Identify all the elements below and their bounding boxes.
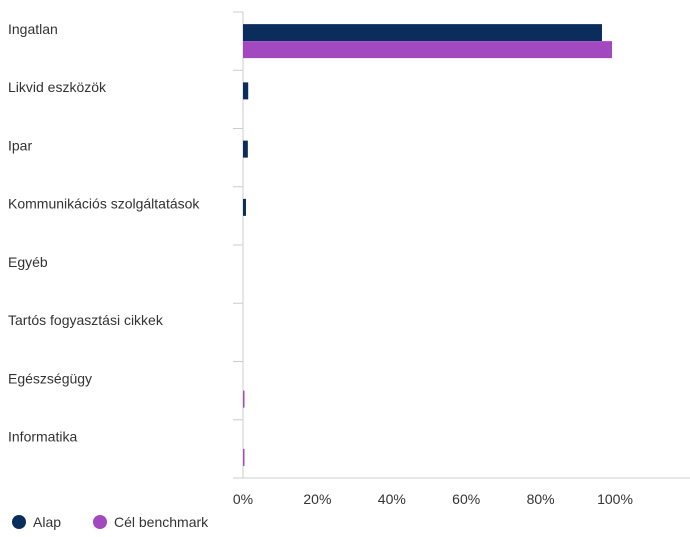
bar-cel-benchmark (243, 390, 245, 408)
bar-alap (243, 198, 246, 216)
bar-alap (243, 82, 249, 100)
chart-legend: Alap Cél benchmark (12, 514, 209, 530)
category-label: Informatika (8, 429, 77, 445)
legend-marker-cel-benchmark (93, 515, 107, 529)
legend-label-cel-benchmark: Cél benchmark (114, 514, 209, 530)
category-label: Tartós fogyasztási cikkek (8, 312, 164, 328)
x-tick-label: 20% (303, 491, 331, 507)
legend-marker-alap (12, 515, 26, 529)
chart-bars (243, 24, 613, 466)
category-label: Egyéb (8, 254, 48, 270)
bar-alap (243, 24, 602, 42)
bar-cel-benchmark (243, 41, 613, 59)
x-tick-label: 100% (597, 491, 633, 507)
category-label: Kommunikációs szolgáltatások (8, 196, 200, 212)
chart-axes (233, 11, 690, 479)
chart-labels: Ingatlan Likvid eszközök Ipar Kommunikációs… (8, 21, 633, 507)
bar-cel-benchmark (243, 448, 245, 466)
x-tick-label: 80% (527, 491, 555, 507)
category-label: Egészségügy (8, 370, 92, 386)
category-label: Likvid eszközök (8, 79, 107, 95)
category-label: Ipar (8, 137, 32, 153)
x-tick-label: 40% (378, 491, 406, 507)
x-tick-label: 60% (452, 491, 480, 507)
bar-alap (243, 140, 248, 158)
category-label: Ingatlan (8, 21, 58, 37)
legend-label-alap: Alap (33, 514, 61, 530)
x-tick-label: 0% (233, 491, 253, 507)
